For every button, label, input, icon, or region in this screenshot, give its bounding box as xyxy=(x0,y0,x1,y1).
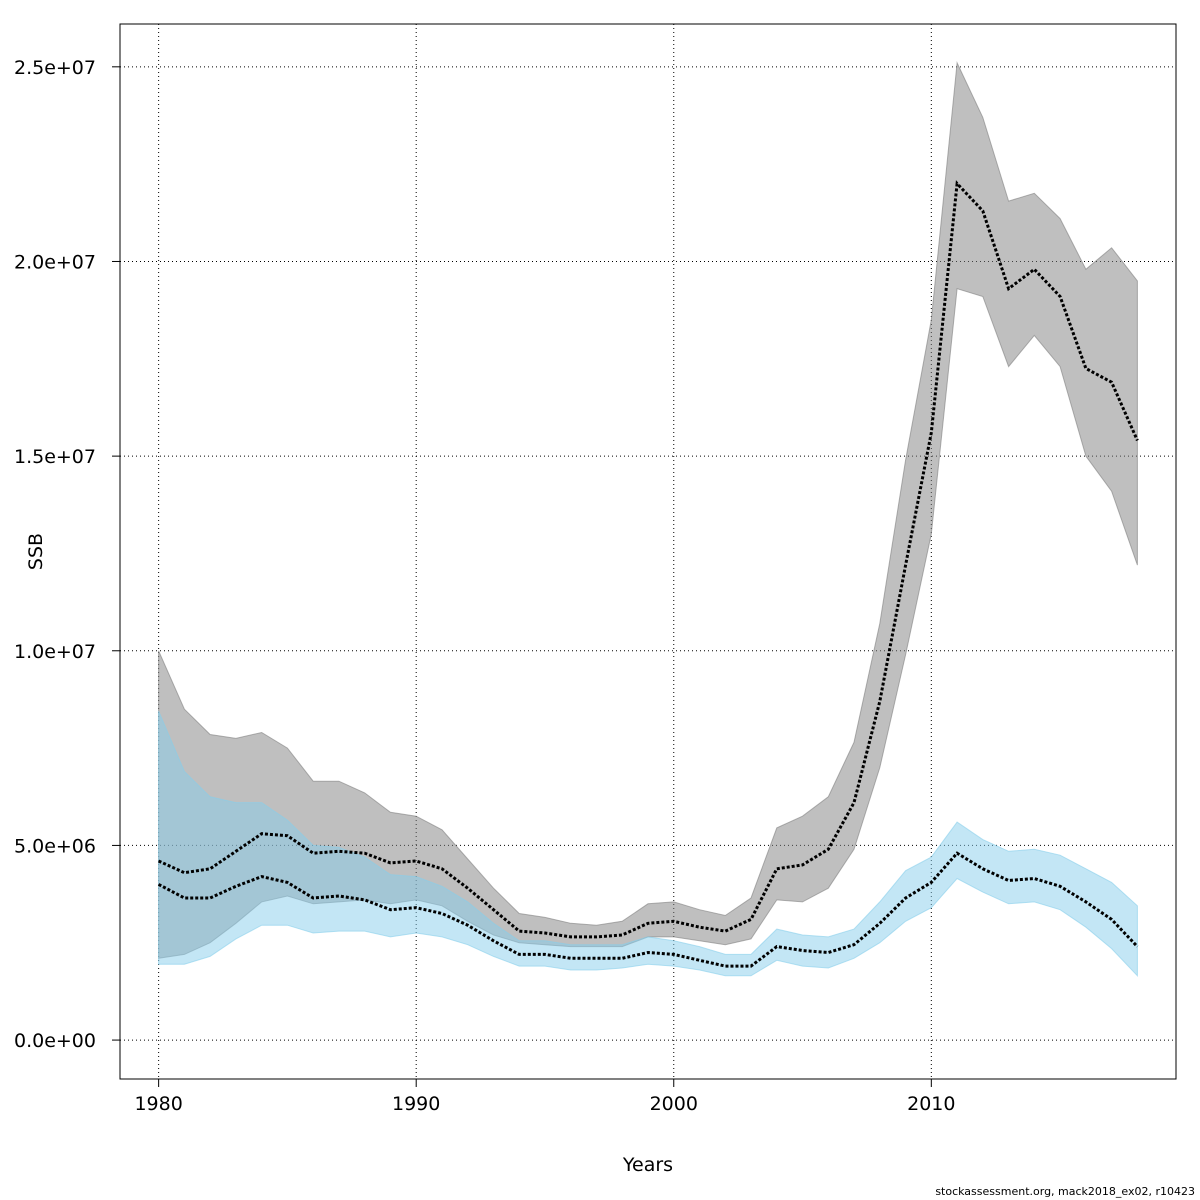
x-tick-label: 2010 xyxy=(907,1093,955,1115)
y-tick-label: 0.0e+00 xyxy=(14,1030,96,1052)
y-tick-label: 1.0e+07 xyxy=(14,641,96,663)
series-line-2 xyxy=(157,851,1139,968)
x-tick-label: 2000 xyxy=(650,1093,698,1115)
confidence-band-1 xyxy=(158,61,1138,959)
x-tick-label: 1980 xyxy=(134,1093,182,1115)
y-tick-label: 5.0e+06 xyxy=(14,835,96,857)
series-line-1 xyxy=(157,180,1139,939)
footer-credit: stockassessment.org, mack2018_ex02, r104… xyxy=(935,1185,1195,1198)
series-lines xyxy=(157,180,1139,968)
y-axis-title: SSB xyxy=(25,533,47,570)
x-tick-label: 1990 xyxy=(392,1093,440,1115)
y-tick-label: 2.5e+07 xyxy=(14,57,96,79)
x-axis-title: Years xyxy=(622,1154,673,1176)
confidence-bands xyxy=(158,61,1138,978)
plot-frame xyxy=(119,23,1177,1080)
y-tick-label: 2.0e+07 xyxy=(14,251,96,273)
axes: 1980 1990 2000 2010 0.0e+00 5.0e+06 1.0e+07 1.5… xyxy=(14,57,956,1115)
confidence-band-2 xyxy=(158,710,1138,978)
y-tick-label: 1.5e+07 xyxy=(14,446,96,468)
